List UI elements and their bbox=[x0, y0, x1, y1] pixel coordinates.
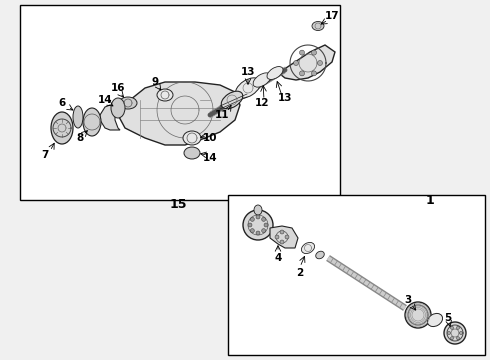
Circle shape bbox=[318, 60, 322, 66]
Circle shape bbox=[312, 50, 317, 55]
Circle shape bbox=[299, 71, 304, 76]
Circle shape bbox=[450, 326, 454, 329]
Text: 14: 14 bbox=[98, 95, 112, 105]
Polygon shape bbox=[118, 82, 240, 145]
Polygon shape bbox=[100, 105, 120, 130]
Circle shape bbox=[256, 231, 260, 235]
Text: 14: 14 bbox=[203, 153, 217, 163]
Ellipse shape bbox=[83, 108, 101, 136]
Ellipse shape bbox=[236, 78, 261, 98]
Text: 15: 15 bbox=[169, 198, 187, 211]
Circle shape bbox=[250, 217, 254, 221]
Circle shape bbox=[450, 337, 454, 340]
Circle shape bbox=[248, 223, 252, 227]
Ellipse shape bbox=[444, 322, 466, 344]
Bar bbox=[20, 5, 340, 200]
Ellipse shape bbox=[51, 112, 73, 144]
Circle shape bbox=[280, 230, 284, 234]
Text: 10: 10 bbox=[203, 133, 217, 143]
Circle shape bbox=[457, 326, 460, 329]
Circle shape bbox=[262, 229, 266, 233]
Ellipse shape bbox=[427, 314, 442, 327]
Ellipse shape bbox=[312, 22, 324, 31]
Circle shape bbox=[262, 217, 266, 221]
Circle shape bbox=[312, 71, 317, 76]
Text: 1: 1 bbox=[426, 194, 434, 207]
Circle shape bbox=[460, 332, 463, 334]
Ellipse shape bbox=[157, 89, 173, 101]
Ellipse shape bbox=[221, 91, 243, 109]
Circle shape bbox=[285, 235, 289, 239]
Text: 3: 3 bbox=[404, 295, 412, 305]
Text: 11: 11 bbox=[215, 110, 229, 120]
Ellipse shape bbox=[405, 302, 431, 328]
Text: 7: 7 bbox=[41, 150, 49, 160]
Circle shape bbox=[275, 235, 279, 239]
Circle shape bbox=[447, 332, 450, 334]
Ellipse shape bbox=[253, 73, 271, 87]
Ellipse shape bbox=[73, 106, 83, 128]
Circle shape bbox=[264, 223, 268, 227]
Text: 9: 9 bbox=[151, 77, 159, 87]
Ellipse shape bbox=[254, 205, 262, 215]
Text: 8: 8 bbox=[76, 133, 84, 143]
Text: 16: 16 bbox=[111, 83, 125, 93]
Polygon shape bbox=[280, 45, 335, 80]
Circle shape bbox=[280, 240, 284, 244]
Ellipse shape bbox=[243, 210, 273, 240]
Ellipse shape bbox=[119, 97, 137, 109]
Text: 12: 12 bbox=[255, 98, 269, 108]
Polygon shape bbox=[270, 226, 298, 248]
Text: 6: 6 bbox=[58, 98, 66, 108]
Text: 13: 13 bbox=[241, 67, 255, 77]
Text: 5: 5 bbox=[444, 313, 452, 323]
Circle shape bbox=[457, 337, 460, 340]
Circle shape bbox=[299, 50, 304, 55]
Text: 13: 13 bbox=[278, 93, 292, 103]
Ellipse shape bbox=[267, 67, 283, 80]
Text: 17: 17 bbox=[325, 11, 339, 21]
Text: 2: 2 bbox=[296, 268, 304, 278]
Circle shape bbox=[250, 229, 254, 233]
Bar bbox=[228, 195, 485, 355]
Circle shape bbox=[294, 60, 298, 66]
Ellipse shape bbox=[184, 147, 200, 159]
Ellipse shape bbox=[111, 98, 125, 118]
Circle shape bbox=[256, 215, 260, 219]
Ellipse shape bbox=[316, 251, 324, 259]
Text: 4: 4 bbox=[274, 253, 282, 263]
Ellipse shape bbox=[301, 242, 315, 253]
Ellipse shape bbox=[183, 131, 201, 145]
